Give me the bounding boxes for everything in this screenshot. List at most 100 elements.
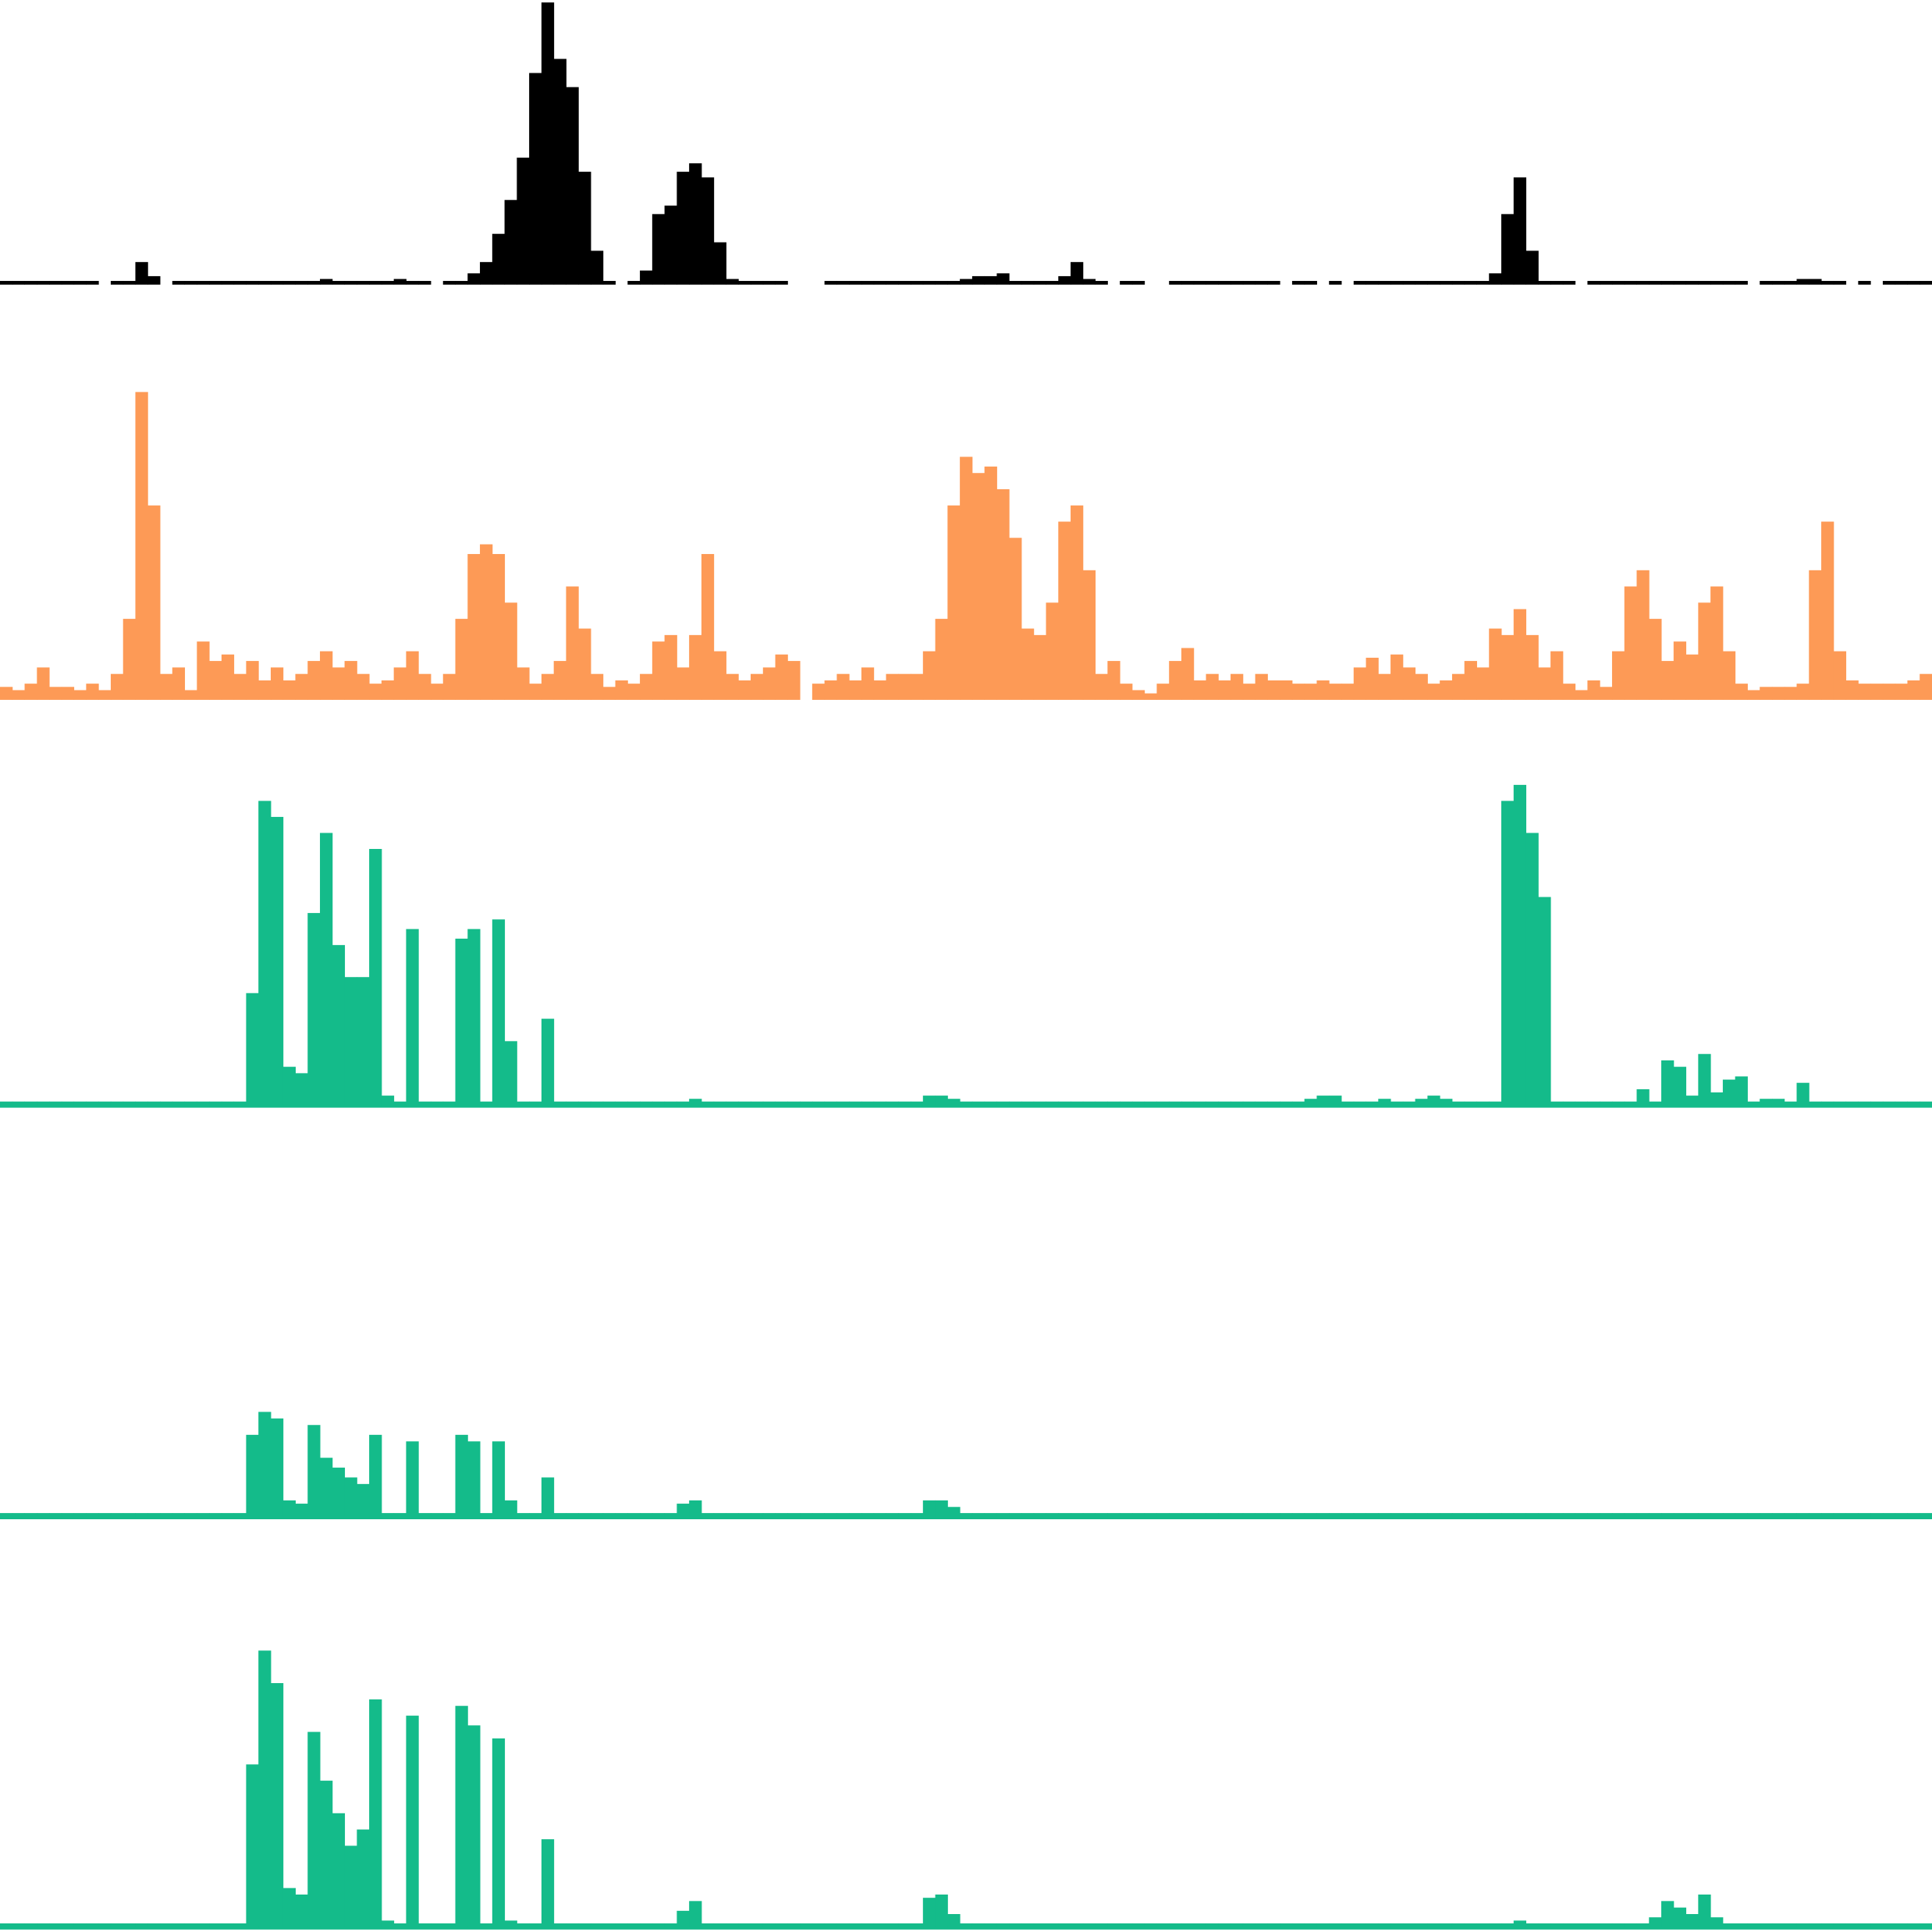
bar — [886, 673, 899, 700]
bar — [960, 1923, 973, 1927]
bar — [1131, 281, 1145, 285]
bar — [1907, 1513, 1920, 1517]
bar — [1304, 1923, 1317, 1927]
bar — [517, 1923, 530, 1927]
bar — [701, 1101, 715, 1106]
bar — [1033, 1513, 1046, 1517]
bar — [86, 684, 99, 700]
bar — [160, 673, 173, 700]
bar — [1796, 684, 1809, 700]
bar — [467, 1441, 481, 1517]
bar — [98, 1101, 112, 1106]
bar — [1144, 693, 1157, 700]
bar — [738, 1923, 751, 1927]
bar — [1415, 1923, 1428, 1927]
bar — [1193, 1513, 1207, 1517]
bar — [1624, 1923, 1637, 1927]
bar — [455, 1434, 468, 1517]
bar — [0, 1101, 13, 1106]
bar — [1218, 1513, 1231, 1517]
bar — [1341, 1101, 1355, 1106]
bar — [984, 466, 997, 700]
bar — [1329, 1096, 1342, 1106]
bar — [1907, 1923, 1920, 1927]
bar — [947, 1914, 961, 1927]
bar — [836, 1513, 850, 1517]
bar — [1107, 1923, 1120, 1927]
bar — [1131, 690, 1145, 700]
bar — [1316, 1923, 1330, 1927]
bar — [1341, 684, 1355, 700]
bar — [713, 1923, 726, 1927]
bar — [418, 1513, 432, 1517]
bar — [246, 1764, 259, 1927]
bar — [1169, 1923, 1182, 1927]
bar — [775, 1513, 788, 1517]
bar — [393, 667, 407, 700]
bar — [332, 945, 346, 1106]
bar — [1181, 281, 1195, 285]
bar — [775, 654, 788, 700]
bar — [442, 1923, 456, 1927]
bar — [935, 1500, 948, 1517]
bar — [381, 680, 395, 700]
bar — [492, 919, 506, 1106]
bar — [541, 1018, 555, 1106]
bar — [147, 1101, 161, 1106]
bar — [1242, 1923, 1256, 1927]
bar — [664, 1101, 677, 1106]
bar — [61, 1923, 75, 1927]
bar — [1562, 684, 1576, 700]
bar — [787, 1101, 801, 1106]
bar — [1624, 281, 1637, 285]
bar — [1538, 897, 1551, 1106]
bar — [1722, 1923, 1736, 1927]
bar — [849, 1101, 862, 1106]
bar — [1304, 684, 1317, 700]
bar — [1218, 1101, 1231, 1106]
bar — [1390, 1923, 1404, 1927]
bar — [1920, 1923, 1932, 1927]
bar — [1156, 1923, 1170, 1927]
bar — [1587, 1101, 1600, 1106]
bar — [1402, 1101, 1416, 1106]
bar — [418, 281, 432, 285]
bar — [1451, 673, 1465, 700]
bar — [184, 281, 197, 285]
bar — [713, 1513, 726, 1517]
bar — [1907, 680, 1920, 700]
bar — [282, 1067, 296, 1106]
bar — [0, 1923, 13, 1927]
bar — [1760, 281, 1773, 285]
bar — [553, 1923, 566, 1927]
bar — [726, 673, 739, 700]
bar — [578, 628, 591, 700]
bar — [1021, 281, 1035, 285]
bar — [332, 1467, 346, 1517]
bar — [1870, 684, 1884, 700]
bar — [529, 1513, 542, 1517]
bar — [492, 1738, 506, 1927]
bar — [1698, 1513, 1711, 1517]
bar — [898, 1101, 911, 1106]
bar — [1181, 1513, 1195, 1517]
bar — [1071, 505, 1084, 700]
bar — [492, 554, 506, 700]
bar — [1255, 1513, 1268, 1517]
bar — [984, 1101, 997, 1106]
bar — [1415, 281, 1428, 285]
bar — [1858, 1923, 1871, 1927]
bar — [1513, 1920, 1527, 1927]
bar — [971, 275, 986, 285]
baseline — [0, 1103, 1932, 1108]
bar — [615, 1101, 628, 1106]
bar — [751, 281, 764, 285]
bar — [1513, 609, 1527, 700]
bar — [1698, 602, 1711, 700]
bar — [393, 279, 407, 285]
bar — [960, 1101, 973, 1106]
bar — [1858, 1513, 1871, 1517]
bar — [1513, 1513, 1527, 1517]
bar — [677, 1504, 690, 1517]
bar — [381, 1513, 395, 1517]
